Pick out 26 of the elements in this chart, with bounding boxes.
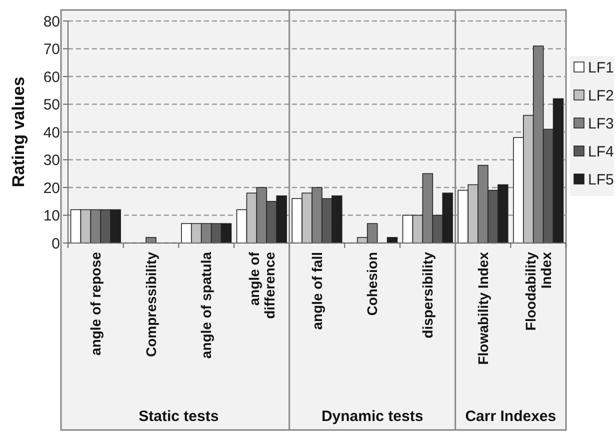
text: Carr Indexes — [465, 408, 556, 425]
x-tick-label: Floodability Index — [522, 252, 554, 331]
y-tick-label: 40 — [43, 124, 60, 142]
y-axis-title: Rating values — [9, 76, 28, 188]
legend-label: LF2 — [588, 87, 614, 104]
y-tick-label: 0 — [52, 235, 60, 252]
y-tick-label: 20 — [43, 180, 60, 197]
x-tick-label: Compressibility — [142, 252, 159, 358]
y-tick-label: 60 — [43, 68, 60, 86]
y-tick-label: 30 — [43, 152, 60, 169]
legend-label: LF5 — [588, 171, 614, 188]
legend-label: LF1 — [588, 59, 614, 76]
y-tick-label: 80 — [43, 13, 60, 30]
text: Static tests — [138, 408, 219, 425]
x-tick-label: Flowability Index — [474, 252, 491, 365]
x-tick-label: angle of repose — [88, 252, 104, 356]
x-tick-label: angle of fall — [308, 252, 325, 330]
y-tick-label: 50 — [43, 96, 60, 114]
x-tick-label: Cohesion — [364, 252, 380, 316]
legend-label: LF3 — [588, 115, 614, 132]
x-tick-label: dispersibility — [420, 252, 436, 338]
text: Dynamic tests — [321, 408, 424, 425]
x-tick-label: angle of spatula — [198, 252, 214, 359]
y-tick-label: 70 — [43, 41, 60, 58]
legend-label: LF4 — [588, 143, 614, 160]
y-tick-label: 10 — [43, 208, 60, 224]
